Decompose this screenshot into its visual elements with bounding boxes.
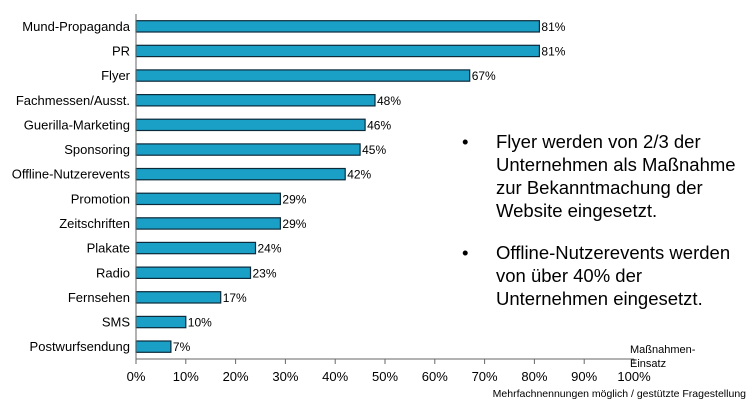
x-axis-title: Maßnahmen- Einsatz [630, 343, 750, 371]
bar [135, 118, 366, 132]
category-label: Radio [96, 265, 130, 280]
data-label: 29% [282, 192, 306, 206]
data-label: 48% [377, 94, 401, 108]
bar [135, 93, 376, 107]
bar [135, 69, 471, 82]
bar [135, 192, 281, 206]
x-tick-label: 60% [422, 369, 448, 384]
category-label: Promotion [71, 191, 130, 206]
x-tick-label: 70% [472, 369, 498, 384]
bar [135, 217, 281, 230]
x-tick-label: 40% [322, 369, 348, 384]
bar [135, 241, 257, 255]
data-label: 10% [188, 316, 212, 330]
x-tick-label: 50% [372, 369, 398, 384]
bullet-item: • Offline-Nutzerevents werden von über 4… [462, 241, 750, 310]
bar [135, 20, 540, 33]
data-label: 29% [282, 217, 306, 231]
x-tick-label: 20% [223, 369, 249, 384]
category-label: Fernsehen [68, 290, 130, 305]
category-label: Fachmessen/Ausst. [16, 93, 130, 108]
data-label: 67% [472, 69, 496, 83]
category-label: Plakate [87, 241, 130, 256]
category-label: Mund-Propaganda [22, 19, 130, 34]
x-tick-label: 10% [173, 369, 199, 384]
data-label: 81% [541, 20, 565, 34]
category-label: Guerilla-Marketing [24, 117, 130, 132]
bullet-text: Flyer werden von 2/3 der Unternehmen als… [496, 131, 736, 221]
data-label: 81% [541, 45, 565, 59]
x-axis-title-line-1: Maßnahmen- [630, 344, 696, 356]
data-label: 46% [367, 118, 391, 132]
bar [135, 167, 346, 181]
data-label: 7% [173, 340, 191, 354]
bar [135, 143, 361, 156]
x-tick-label: 80% [521, 369, 547, 384]
data-label: 42% [347, 168, 371, 182]
bullet-item: • Flyer werden von 2/3 der Unternehmen a… [462, 130, 750, 222]
bar [135, 266, 252, 280]
category-label: SMS [102, 315, 131, 330]
bullet-dot: • [462, 131, 469, 152]
x-tick-label: 0% [127, 369, 146, 384]
category-label: PR [112, 44, 130, 59]
data-label: 23% [253, 266, 277, 280]
category-label: Zeitschriften [59, 216, 130, 231]
x-tick-label: 90% [571, 369, 597, 384]
data-label: 17% [223, 291, 247, 305]
category-label: Postwurfsendung [30, 339, 130, 354]
x-tick-label: 30% [272, 369, 298, 384]
bar [135, 44, 540, 58]
bar [135, 291, 222, 304]
bullet-text: Offline-Nutzerevents werden von über 40%… [496, 242, 731, 309]
bar [135, 340, 172, 353]
x-tick-label: 100% [617, 369, 651, 384]
category-label: Sponsoring [64, 142, 130, 157]
annotation-bullets: • Flyer werden von 2/3 der Unternehmen a… [462, 130, 750, 329]
bar [135, 315, 187, 329]
bullet-dot: • [462, 242, 469, 263]
category-label: Flyer [101, 68, 131, 83]
x-axis-title-line-2: Einsatz [630, 358, 667, 370]
data-label: 45% [362, 143, 386, 157]
category-label: Offline-Nutzerevents [12, 167, 131, 182]
data-label: 24% [258, 242, 282, 256]
footnote: Mehrfachnennungen möglich / gestützte Fr… [492, 388, 746, 400]
